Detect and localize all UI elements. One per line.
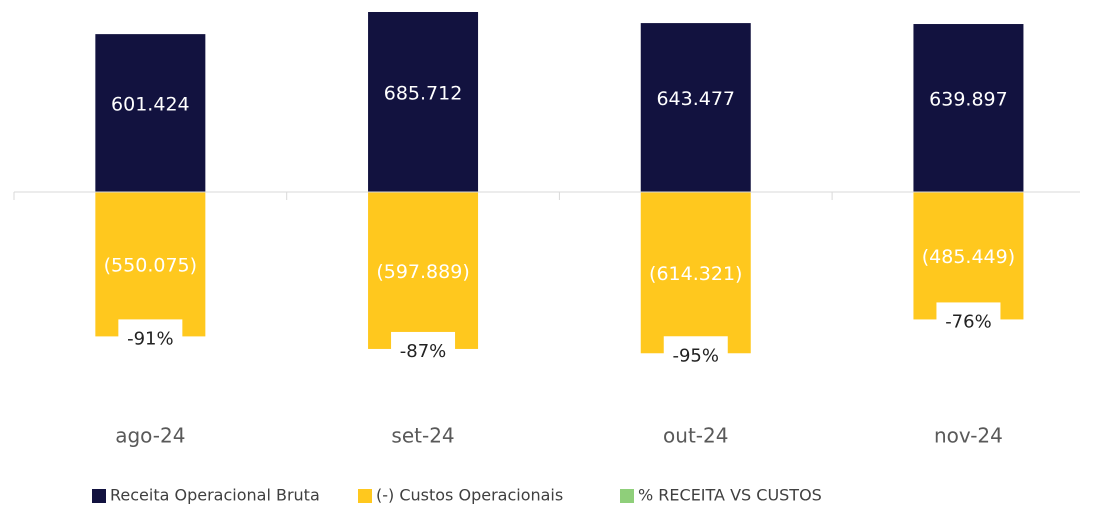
bar-label: (550.075)	[104, 255, 197, 277]
bar	[95, 192, 206, 337]
percent-label-box	[118, 319, 183, 354]
legend-swatch	[358, 489, 372, 503]
legend-swatch	[92, 489, 106, 503]
percent-label: -95%	[672, 345, 719, 366]
bar-label: 643.477	[656, 88, 735, 110]
legend-label: % RECEITA VS CUSTOS	[638, 486, 822, 505]
x-tick-label: ago-24	[115, 424, 185, 448]
x-tick-label: nov-24	[934, 424, 1003, 448]
bar	[913, 24, 1024, 193]
bar	[640, 23, 751, 192]
bar	[913, 192, 1024, 320]
bar	[368, 192, 479, 349]
bar-label: 639.897	[929, 89, 1008, 111]
bar-label: 685.712	[384, 83, 463, 105]
legend-label: (-) Custos Operacionais	[376, 486, 563, 505]
percent-label-box	[663, 336, 728, 371]
legend-swatch	[620, 489, 634, 503]
legend-label: Receita Operacional Bruta	[110, 486, 320, 505]
bar-label: (485.449)	[922, 246, 1015, 268]
bar	[640, 192, 751, 354]
x-tick-label: out-24	[663, 424, 728, 448]
bar	[368, 12, 479, 192]
percent-label: -76%	[945, 311, 992, 332]
bar-label: (614.321)	[649, 263, 742, 285]
bar	[95, 34, 206, 193]
x-tick-label: set-24	[391, 424, 454, 448]
percent-label: -87%	[400, 341, 447, 362]
bar-label: 601.424	[111, 94, 190, 116]
percent-label-box	[936, 302, 1001, 337]
bar-label: (597.889)	[376, 261, 469, 283]
percent-label-box	[391, 331, 456, 366]
percent-label: -91%	[127, 328, 174, 349]
